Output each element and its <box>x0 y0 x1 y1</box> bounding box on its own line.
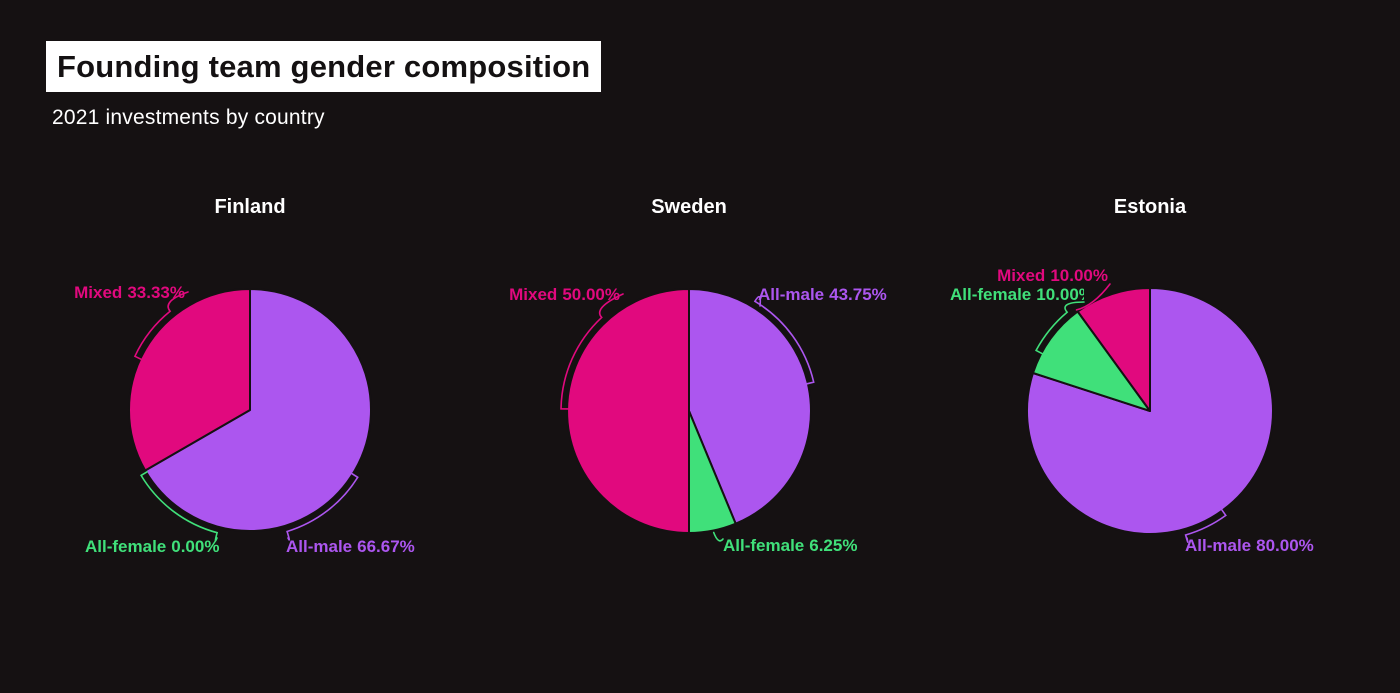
slice-label-pct: 80.00% <box>1256 536 1314 555</box>
slice-label-name: All-male <box>1185 536 1251 555</box>
pie-chart-sweden: Sweden Mixed 50.00% All-male 43.75% All-femal… <box>509 196 887 555</box>
slice-label-pct: 43.75% <box>829 285 887 304</box>
leader-line-all-female <box>712 531 724 542</box>
leader-line-all-female <box>140 471 219 542</box>
slice-label-pct: 10.00% <box>1036 285 1094 304</box>
pie-slice-mixed <box>566 288 690 534</box>
pie-slice-all-male <box>144 288 372 532</box>
chart-title: Sweden <box>651 196 727 218</box>
slice-label-name: All-male <box>758 285 824 304</box>
leader-line-all-female <box>1035 301 1085 355</box>
page-title-text: Founding team gender composition <box>57 49 591 84</box>
chart-title: Estonia <box>1114 196 1187 218</box>
slice-label-name: All-female <box>723 536 804 555</box>
slice-label-all-male: All-male 66.67% <box>286 537 415 556</box>
charts-row: Finland Mixed 33.33% All-female 0.00% All-mal… <box>0 180 1400 650</box>
slice-label-mixed: Mixed 33.33% <box>74 283 185 302</box>
page-title: Founding team gender composition <box>46 41 602 92</box>
slice-label-name: All-female <box>950 285 1031 304</box>
pie-slice-mixed <box>1076 287 1151 412</box>
slice-label-pct: 6.25% <box>809 536 857 555</box>
slice-label-all-male: All-male 80.00% <box>1185 536 1314 555</box>
leader-line-mixed <box>133 291 189 361</box>
leader-line-mixed <box>1075 283 1111 311</box>
chart-title: Finland <box>214 196 285 218</box>
pie-chart-finland: Finland Mixed 33.33% All-female 0.00% All-mal… <box>74 196 415 556</box>
leader-line-all-male <box>286 472 359 541</box>
slice-label-name: Mixed <box>74 283 122 302</box>
pie-slice-all-male <box>688 288 812 525</box>
slice-label-pct: 66.67% <box>357 537 415 556</box>
slice-label-name: Mixed <box>997 266 1045 285</box>
slice-label-pct: 50.00% <box>562 285 620 304</box>
pie-slice-all-female <box>1032 310 1151 412</box>
leader-line-all-male <box>753 295 815 385</box>
slice-label-name: All-female <box>85 537 166 556</box>
slice-label-pct: 10.00% <box>1050 266 1108 285</box>
chart-estonia: Estonia Mixed 10.00% All-female 10.00% All-ma… <box>933 180 1400 650</box>
slice-label-all-female: All-female 0.00% <box>85 537 219 556</box>
slice-label-all-male: All-male 43.75% <box>758 285 887 304</box>
slice-label-pct: 0.00% <box>171 537 219 556</box>
slice-label-all-female: All-female 10.00% <box>950 285 1094 304</box>
slice-label-pct: 33.33% <box>127 283 185 302</box>
page-subtitle: 2021 investments by country <box>52 106 325 129</box>
slice-label-name: Mixed <box>509 285 557 304</box>
chart-sweden: Sweden Mixed 50.00% All-male 43.75% All-femal… <box>467 180 934 650</box>
slice-label-mixed: Mixed 50.00% <box>509 285 620 304</box>
slice-label-name: All-male <box>286 537 352 556</box>
slice-label-all-female: All-female 6.25% <box>723 536 857 555</box>
chart-finland: Finland Mixed 33.33% All-female 0.00% All-mal… <box>0 180 467 650</box>
leader-line-all-male <box>1184 508 1227 543</box>
pie-slice-mixed <box>127 288 251 472</box>
slice-label-mixed: Mixed 10.00% <box>997 266 1108 285</box>
leader-line-mixed <box>560 293 624 410</box>
